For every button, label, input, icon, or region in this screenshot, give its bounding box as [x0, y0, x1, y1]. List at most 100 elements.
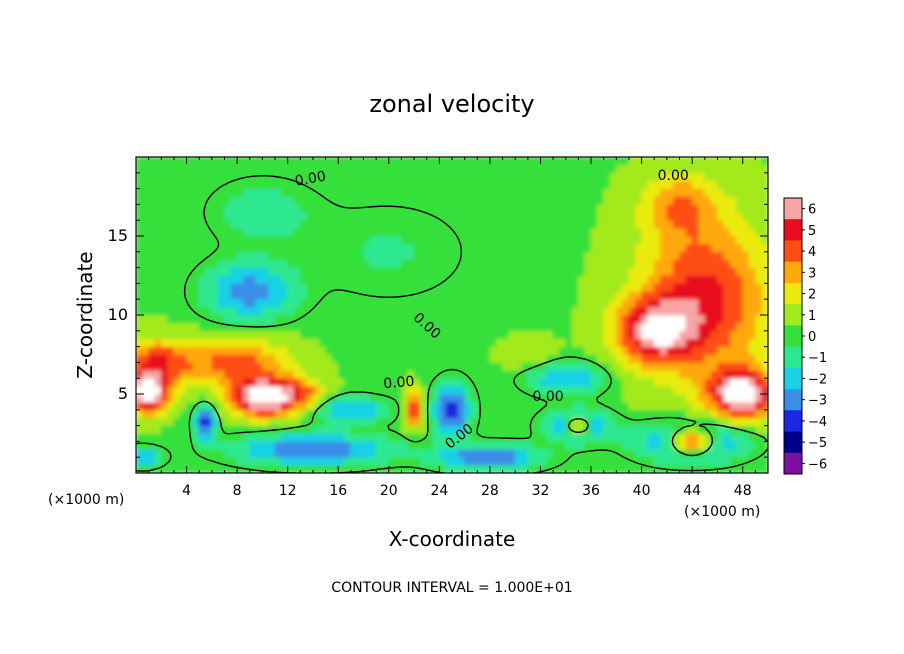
field-cell [483, 314, 491, 324]
field-cell [274, 346, 282, 355]
field-cell [698, 409, 706, 418]
field-cell [344, 370, 352, 379]
field-cell [262, 338, 270, 347]
field-cell [217, 298, 225, 308]
field-cell [306, 298, 314, 308]
field-cell [476, 417, 484, 426]
field-cell [306, 164, 314, 174]
field-cell [192, 235, 200, 245]
field-cell [464, 259, 472, 268]
field-cell [262, 298, 270, 308]
field-cell [546, 204, 554, 213]
field-cell [420, 370, 428, 379]
field-cell [502, 172, 510, 181]
field-cell [192, 259, 200, 268]
y-tick-label: 5 [118, 384, 128, 403]
field-cell [565, 449, 573, 458]
field-cell [394, 267, 402, 276]
field-cell [344, 164, 352, 174]
field-cell [552, 385, 560, 395]
field-cell [401, 283, 409, 292]
field-cell [432, 180, 440, 189]
field-cell [230, 338, 238, 347]
field-cell [274, 188, 282, 197]
field-cell [451, 370, 459, 379]
field-cell [142, 385, 149, 395]
field-cell [514, 362, 522, 371]
field-cell [300, 227, 307, 237]
field-cell [634, 441, 642, 450]
field-cell [698, 298, 706, 308]
field-cell [274, 385, 282, 395]
field-cell [698, 204, 706, 213]
field-cell [559, 393, 567, 403]
field-cell [647, 267, 655, 276]
field-cell [634, 227, 642, 237]
field-cell [331, 456, 339, 466]
field-cell [704, 314, 712, 324]
field-cell [571, 172, 579, 181]
field-cell [559, 283, 567, 292]
field-cell [211, 377, 219, 387]
field-cell [363, 283, 371, 292]
field-cell [394, 449, 402, 458]
field-cell [451, 433, 459, 442]
field-cell [565, 212, 573, 221]
colorbar-swatch [784, 219, 802, 241]
field-cell [540, 314, 548, 324]
field-cell [236, 243, 244, 253]
field-cell [243, 417, 251, 426]
field-cell [540, 306, 548, 316]
field-cell [432, 164, 440, 174]
field-cell [136, 314, 143, 324]
field-cell [653, 188, 661, 197]
field-cell [527, 243, 535, 253]
field-cell [603, 354, 611, 363]
colorbar-swatch [784, 240, 802, 262]
field-cell [413, 219, 421, 229]
field-cell [736, 362, 744, 371]
field-cell [698, 283, 706, 292]
field-cell [375, 362, 383, 371]
field-cell [306, 314, 314, 324]
field-cell [533, 346, 541, 355]
field-cell [255, 235, 263, 245]
field-cell [660, 251, 668, 260]
field-cell [527, 204, 535, 213]
field-cell [142, 346, 149, 355]
field-cell [173, 188, 181, 197]
field-cell [584, 401, 592, 411]
field-cell [300, 401, 307, 411]
field-cell [590, 330, 598, 339]
field-cell [609, 330, 617, 339]
field-cell [217, 196, 225, 205]
field-cell [717, 172, 725, 181]
field-cell [729, 212, 737, 221]
field-cell [192, 306, 200, 316]
field-cell [451, 243, 459, 253]
field-cell [173, 180, 181, 189]
field-cell [464, 164, 472, 174]
field-cell [262, 433, 270, 442]
field-cell [597, 385, 604, 395]
field-cell [672, 314, 680, 324]
field-cell [211, 180, 219, 189]
field-cell [502, 188, 510, 197]
field-cell [375, 346, 383, 355]
field-cell [160, 449, 168, 458]
field-cell [426, 330, 434, 339]
field-cell [521, 251, 529, 260]
field-cell [489, 188, 497, 197]
field-cell [761, 298, 768, 308]
field-cell [142, 251, 149, 260]
field-cell [306, 180, 314, 189]
field-cell [249, 164, 257, 174]
field-cell [268, 283, 276, 292]
field-cell [426, 346, 434, 355]
field-cell [293, 377, 301, 387]
field-cell [407, 180, 415, 189]
field-cell [255, 346, 263, 355]
field-cell [337, 354, 345, 363]
field-cell [401, 338, 409, 347]
field-cell [458, 157, 465, 166]
